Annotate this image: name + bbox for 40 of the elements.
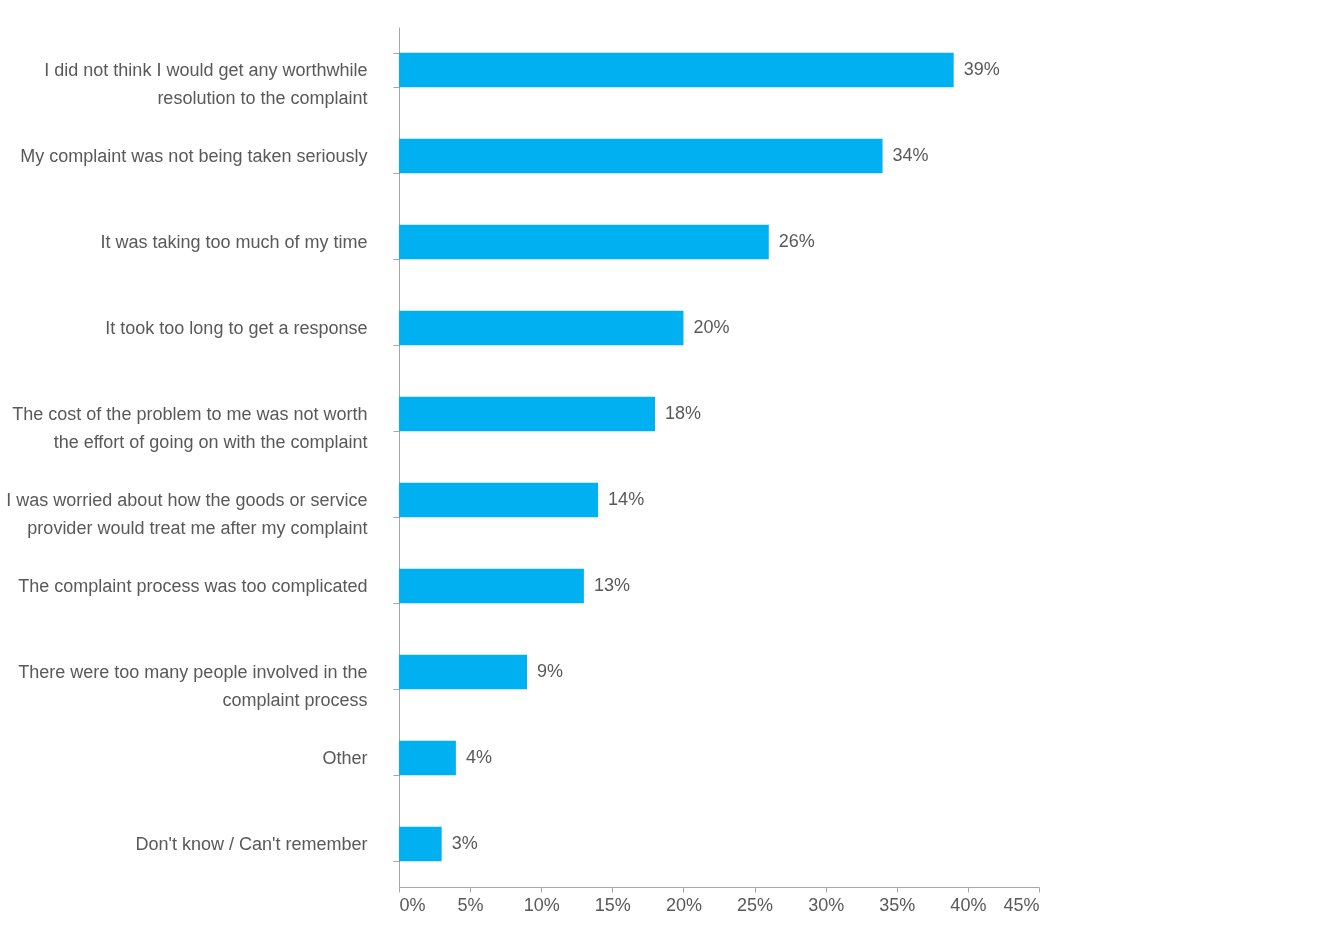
x-tick-label: 15% bbox=[594, 894, 631, 915]
x-tick-label: 10% bbox=[523, 894, 560, 915]
y-tick-label: I was worried about how the goods or service provider would treat me after my complaint bbox=[6, 489, 368, 538]
bar bbox=[399, 52, 954, 88]
bar bbox=[399, 654, 527, 690]
data-label: 4% bbox=[465, 747, 492, 767]
bar bbox=[399, 826, 442, 862]
x-tick-label: 35% bbox=[879, 894, 916, 915]
data-label: 9% bbox=[537, 661, 564, 681]
bar bbox=[399, 568, 584, 604]
y-tick-label: The complaint process was too complicated bbox=[18, 575, 368, 596]
bar bbox=[399, 482, 599, 518]
x-tick-label: 20% bbox=[665, 894, 702, 915]
data-label: 34% bbox=[892, 145, 929, 165]
y-tick-label: The cost of the problem to me was not worth the effort of going on with the complaint bbox=[12, 403, 368, 452]
y-tick-label: It took too long to get a response bbox=[105, 317, 368, 338]
y-tick-label: Don't know / Can't remember bbox=[135, 833, 368, 854]
x-tick-label: 45% bbox=[1003, 894, 1040, 915]
data-label: 39% bbox=[963, 59, 1000, 79]
data-label: 26% bbox=[778, 231, 815, 251]
bar bbox=[399, 396, 655, 432]
x-tick-label: 5% bbox=[457, 894, 484, 915]
y-tick-label: My complaint was not being taken seriously bbox=[20, 145, 368, 166]
data-label: 3% bbox=[451, 833, 478, 853]
x-tick-label: 0% bbox=[399, 894, 426, 915]
y-tick-label: There were too many people involved in the complaint process bbox=[18, 661, 368, 710]
bar bbox=[399, 310, 684, 346]
bar bbox=[399, 224, 769, 260]
bar bbox=[399, 740, 456, 776]
data-label: 20% bbox=[693, 317, 730, 337]
y-tick-label: I did not think I would get any worthwhile resolution to the complaint bbox=[44, 59, 368, 108]
y-tick-label: It was taking too much of my time bbox=[100, 231, 368, 252]
bar bbox=[399, 138, 883, 174]
x-tick-label: 40% bbox=[950, 894, 987, 915]
data-label: 14% bbox=[608, 489, 645, 509]
x-tick-label: 30% bbox=[808, 894, 845, 915]
y-tick-label: Other bbox=[322, 747, 368, 768]
x-tick-label: 25% bbox=[737, 894, 774, 915]
data-label: 13% bbox=[593, 575, 630, 595]
data-label: 18% bbox=[665, 403, 702, 423]
